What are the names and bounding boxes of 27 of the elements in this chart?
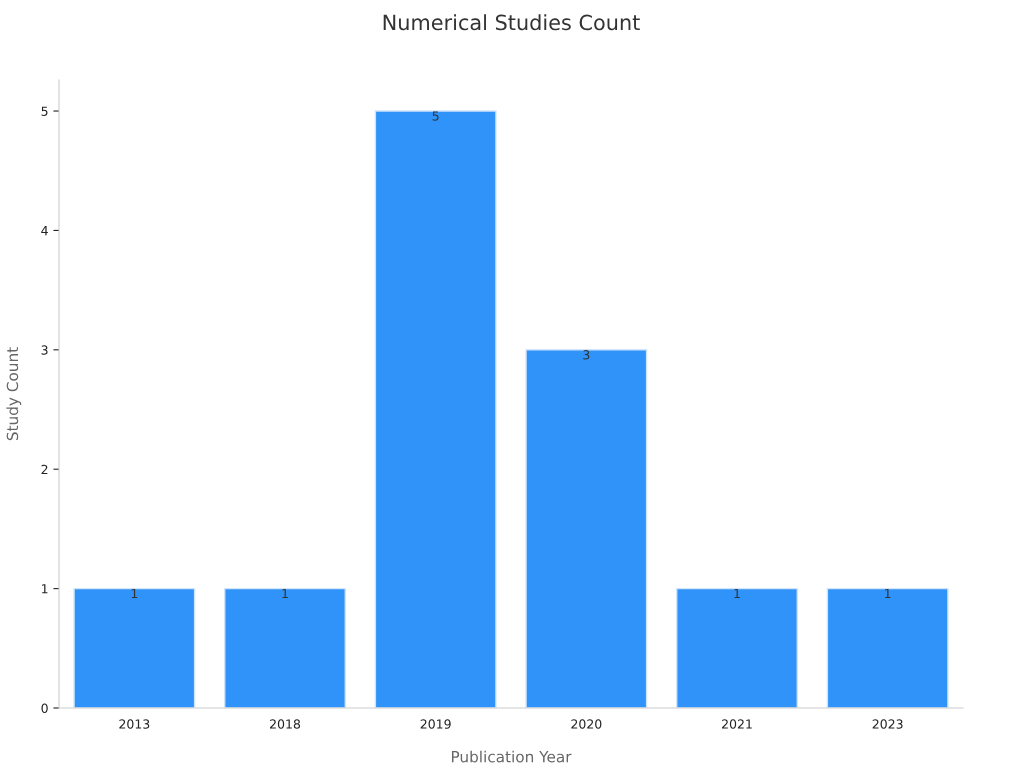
data-label: 1	[885, 588, 891, 599]
data-label: 1	[282, 588, 288, 599]
data-label: 3	[583, 350, 590, 360]
bar	[224, 587, 346, 708]
x-tick-label: 2021	[722, 719, 752, 729]
x-tick-label: 2019	[420, 719, 451, 729]
bar	[374, 110, 497, 708]
y-tick-label: 0	[41, 703, 48, 713]
data-label: 1	[131, 588, 138, 599]
bar	[525, 349, 648, 708]
x-tick-label: 2020	[571, 719, 602, 729]
y-axis-title: Study Count	[6, 347, 22, 441]
y-tick-label: 1	[42, 584, 48, 594]
x-tick-label: 2018	[270, 719, 301, 729]
data-label: 5	[432, 111, 439, 121]
y-tick-label: 3	[41, 345, 48, 355]
x-tick-label: 2023	[872, 719, 903, 729]
bar	[73, 587, 196, 708]
bar	[826, 587, 949, 708]
data-label: 1	[734, 588, 740, 599]
x-axis-title: Publication Year	[451, 750, 572, 763]
chart-title: Numerical Studies Count	[383, 14, 640, 31]
y-tick-label: 2	[41, 464, 48, 474]
y-tick-label: 4	[41, 226, 48, 236]
bar	[676, 587, 798, 708]
y-tick-label: 5	[41, 106, 48, 116]
x-tick-label: 2013	[119, 719, 150, 729]
